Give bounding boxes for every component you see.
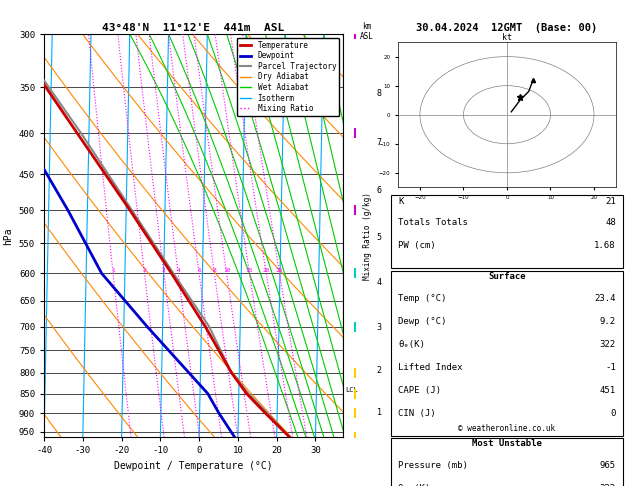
Text: 25: 25 bbox=[276, 268, 283, 273]
Text: CAPE (J): CAPE (J) bbox=[398, 386, 441, 395]
Text: 9.2: 9.2 bbox=[599, 317, 616, 326]
Text: 3: 3 bbox=[377, 323, 382, 331]
Text: 322: 322 bbox=[599, 340, 616, 349]
Text: 3: 3 bbox=[162, 268, 166, 273]
Text: © weatheronline.co.uk: © weatheronline.co.uk bbox=[459, 424, 555, 434]
Text: 15: 15 bbox=[246, 268, 253, 273]
Text: 5: 5 bbox=[377, 233, 382, 242]
Text: Totals Totals: Totals Totals bbox=[398, 218, 468, 227]
Text: 21: 21 bbox=[605, 197, 616, 206]
Text: Most Unstable: Most Unstable bbox=[472, 439, 542, 449]
Text: 7: 7 bbox=[377, 138, 382, 147]
Text: 6: 6 bbox=[197, 268, 201, 273]
Text: K: K bbox=[398, 197, 404, 206]
Text: Dewp (°C): Dewp (°C) bbox=[398, 317, 447, 326]
Text: 48: 48 bbox=[605, 218, 616, 227]
Text: 1: 1 bbox=[111, 268, 115, 273]
Text: -1: -1 bbox=[605, 363, 616, 372]
Text: 10: 10 bbox=[223, 268, 230, 273]
Text: Pressure (mb): Pressure (mb) bbox=[398, 461, 468, 470]
Text: 6: 6 bbox=[377, 186, 382, 195]
Text: km
ASL: km ASL bbox=[360, 21, 374, 41]
Text: θₑ(K): θₑ(K) bbox=[398, 340, 425, 349]
Text: 965: 965 bbox=[599, 461, 616, 470]
Text: Temp (°C): Temp (°C) bbox=[398, 294, 447, 303]
Title: 30.04.2024  12GMT  (Base: 00): 30.04.2024 12GMT (Base: 00) bbox=[416, 23, 598, 33]
Text: 2: 2 bbox=[377, 366, 382, 375]
Text: 1.68: 1.68 bbox=[594, 242, 616, 250]
Text: CIN (J): CIN (J) bbox=[398, 409, 436, 418]
Text: 451: 451 bbox=[599, 386, 616, 395]
Bar bbox=[391, 438, 623, 486]
Text: 322: 322 bbox=[599, 484, 616, 486]
Text: 23.4: 23.4 bbox=[594, 294, 616, 303]
Text: PW (cm): PW (cm) bbox=[398, 242, 436, 250]
Text: 8: 8 bbox=[213, 268, 216, 273]
Text: LCL: LCL bbox=[345, 386, 358, 393]
X-axis label: Dewpoint / Temperature (°C): Dewpoint / Temperature (°C) bbox=[114, 461, 273, 471]
Bar bbox=[391, 195, 623, 268]
Text: 0: 0 bbox=[610, 409, 616, 418]
Text: 4: 4 bbox=[377, 278, 382, 287]
Text: 1: 1 bbox=[377, 408, 382, 417]
Legend: Temperature, Dewpoint, Parcel Trajectory, Dry Adiabat, Wet Adiabat, Isotherm, Mi: Temperature, Dewpoint, Parcel Trajectory… bbox=[237, 38, 339, 116]
Text: 4: 4 bbox=[176, 268, 180, 273]
Title: 43°48'N  11°12'E  441m  ASL: 43°48'N 11°12'E 441m ASL bbox=[103, 23, 285, 33]
Text: 20: 20 bbox=[262, 268, 270, 273]
Text: Surface: Surface bbox=[488, 272, 526, 281]
Text: 2: 2 bbox=[143, 268, 147, 273]
Text: Mixing Ratio (g/kg): Mixing Ratio (g/kg) bbox=[363, 192, 372, 279]
Text: 8: 8 bbox=[377, 88, 382, 98]
Text: Lifted Index: Lifted Index bbox=[398, 363, 463, 372]
Text: θₑ (K): θₑ (K) bbox=[398, 484, 430, 486]
Bar bbox=[391, 271, 623, 436]
Y-axis label: hPa: hPa bbox=[3, 227, 13, 244]
